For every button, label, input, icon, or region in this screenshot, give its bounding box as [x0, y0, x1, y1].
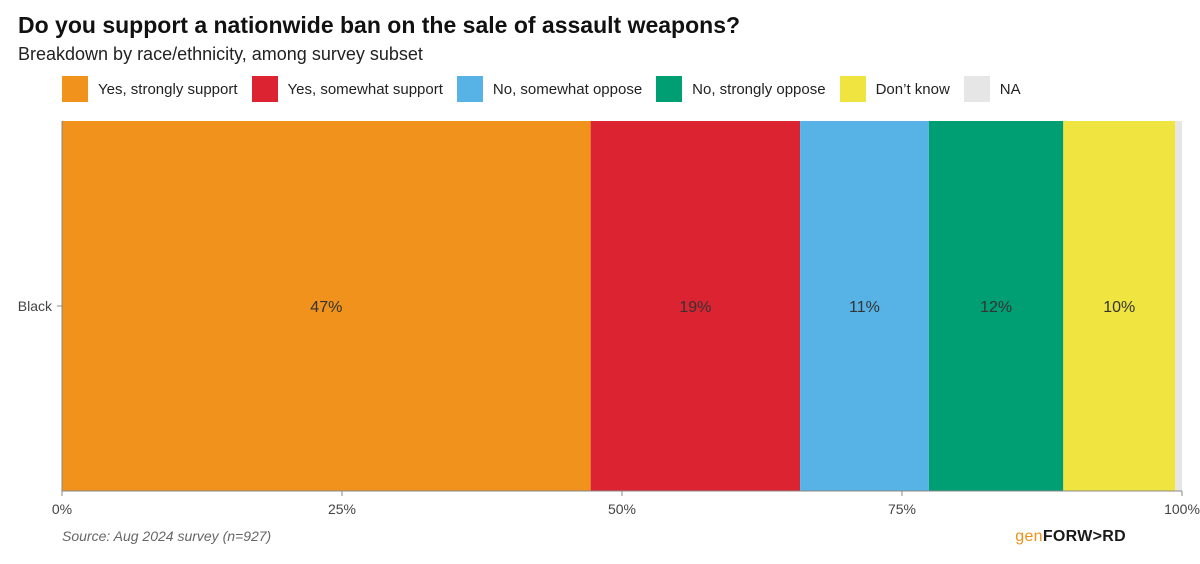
x-tick-label: 25%	[328, 501, 356, 517]
x-tick-label: 75%	[888, 501, 916, 517]
x-tick-label: 0%	[52, 501, 72, 517]
legend-item: Yes, strongly support	[62, 76, 238, 102]
x-tick-label: 50%	[608, 501, 636, 517]
legend-swatch	[251, 76, 278, 102]
legend-item: Yes, somewhat support	[251, 76, 443, 102]
bar-segment	[1063, 121, 1176, 491]
data-label: 10%	[1103, 299, 1135, 316]
legend-item: No, somewhat oppose	[456, 76, 643, 102]
legend-item: No, strongly oppose	[656, 76, 826, 102]
legend-item: Don’t know	[839, 76, 950, 102]
bar-segment	[590, 121, 801, 491]
legend-label: Don’t know	[875, 80, 950, 98]
legend-swatch	[963, 76, 990, 102]
legend-swatch	[839, 76, 866, 102]
data-label: 12%	[980, 299, 1012, 316]
chart-title: Do you support a nationwide ban on the s…	[18, 12, 741, 38]
legend-swatch	[656, 76, 683, 102]
bar-segment	[800, 121, 929, 491]
x-tick-label: 100%	[1164, 501, 1200, 517]
legend-label: No, somewhat oppose	[492, 80, 643, 98]
logo-forward-text: FORW>RD	[1042, 528, 1126, 545]
legend-item: NA	[963, 76, 1021, 102]
legend-swatch	[62, 76, 88, 102]
data-label: 47%	[310, 299, 342, 316]
y-tick-label: Black	[18, 298, 53, 314]
data-label: 19%	[679, 299, 711, 316]
bar-segment	[1175, 121, 1182, 491]
genforward-logo: genFORW>RD	[1015, 528, 1126, 546]
legend-label: No, strongly oppose	[692, 80, 826, 98]
legend-swatch	[456, 76, 483, 102]
legend-label: NA	[999, 80, 1021, 98]
legend-label: Yes, somewhat support	[287, 80, 443, 98]
bar-segment	[62, 121, 591, 491]
logo-gen-text: gen	[1015, 528, 1043, 545]
source-note: Source: Aug 2024 survey (n=927)	[62, 528, 272, 544]
bar-segment	[928, 121, 1064, 491]
legend-label: Yes, strongly support	[98, 80, 238, 98]
legend: Yes, strongly support Yes, somewhat supp…	[62, 76, 1035, 102]
plot-area: 47% 19% 11% 12% 10% Black 0% 25% 50% 75% 100%	[0, 110, 1200, 525]
stacked-bar-chart: 47% 19% 11% 12% 10% Black 0% 25% 50% 75% 100%	[18, 121, 1200, 517]
data-label: 11%	[849, 299, 880, 316]
chart-subtitle: Breakdown by race/ethnicity, among surve…	[18, 44, 423, 64]
